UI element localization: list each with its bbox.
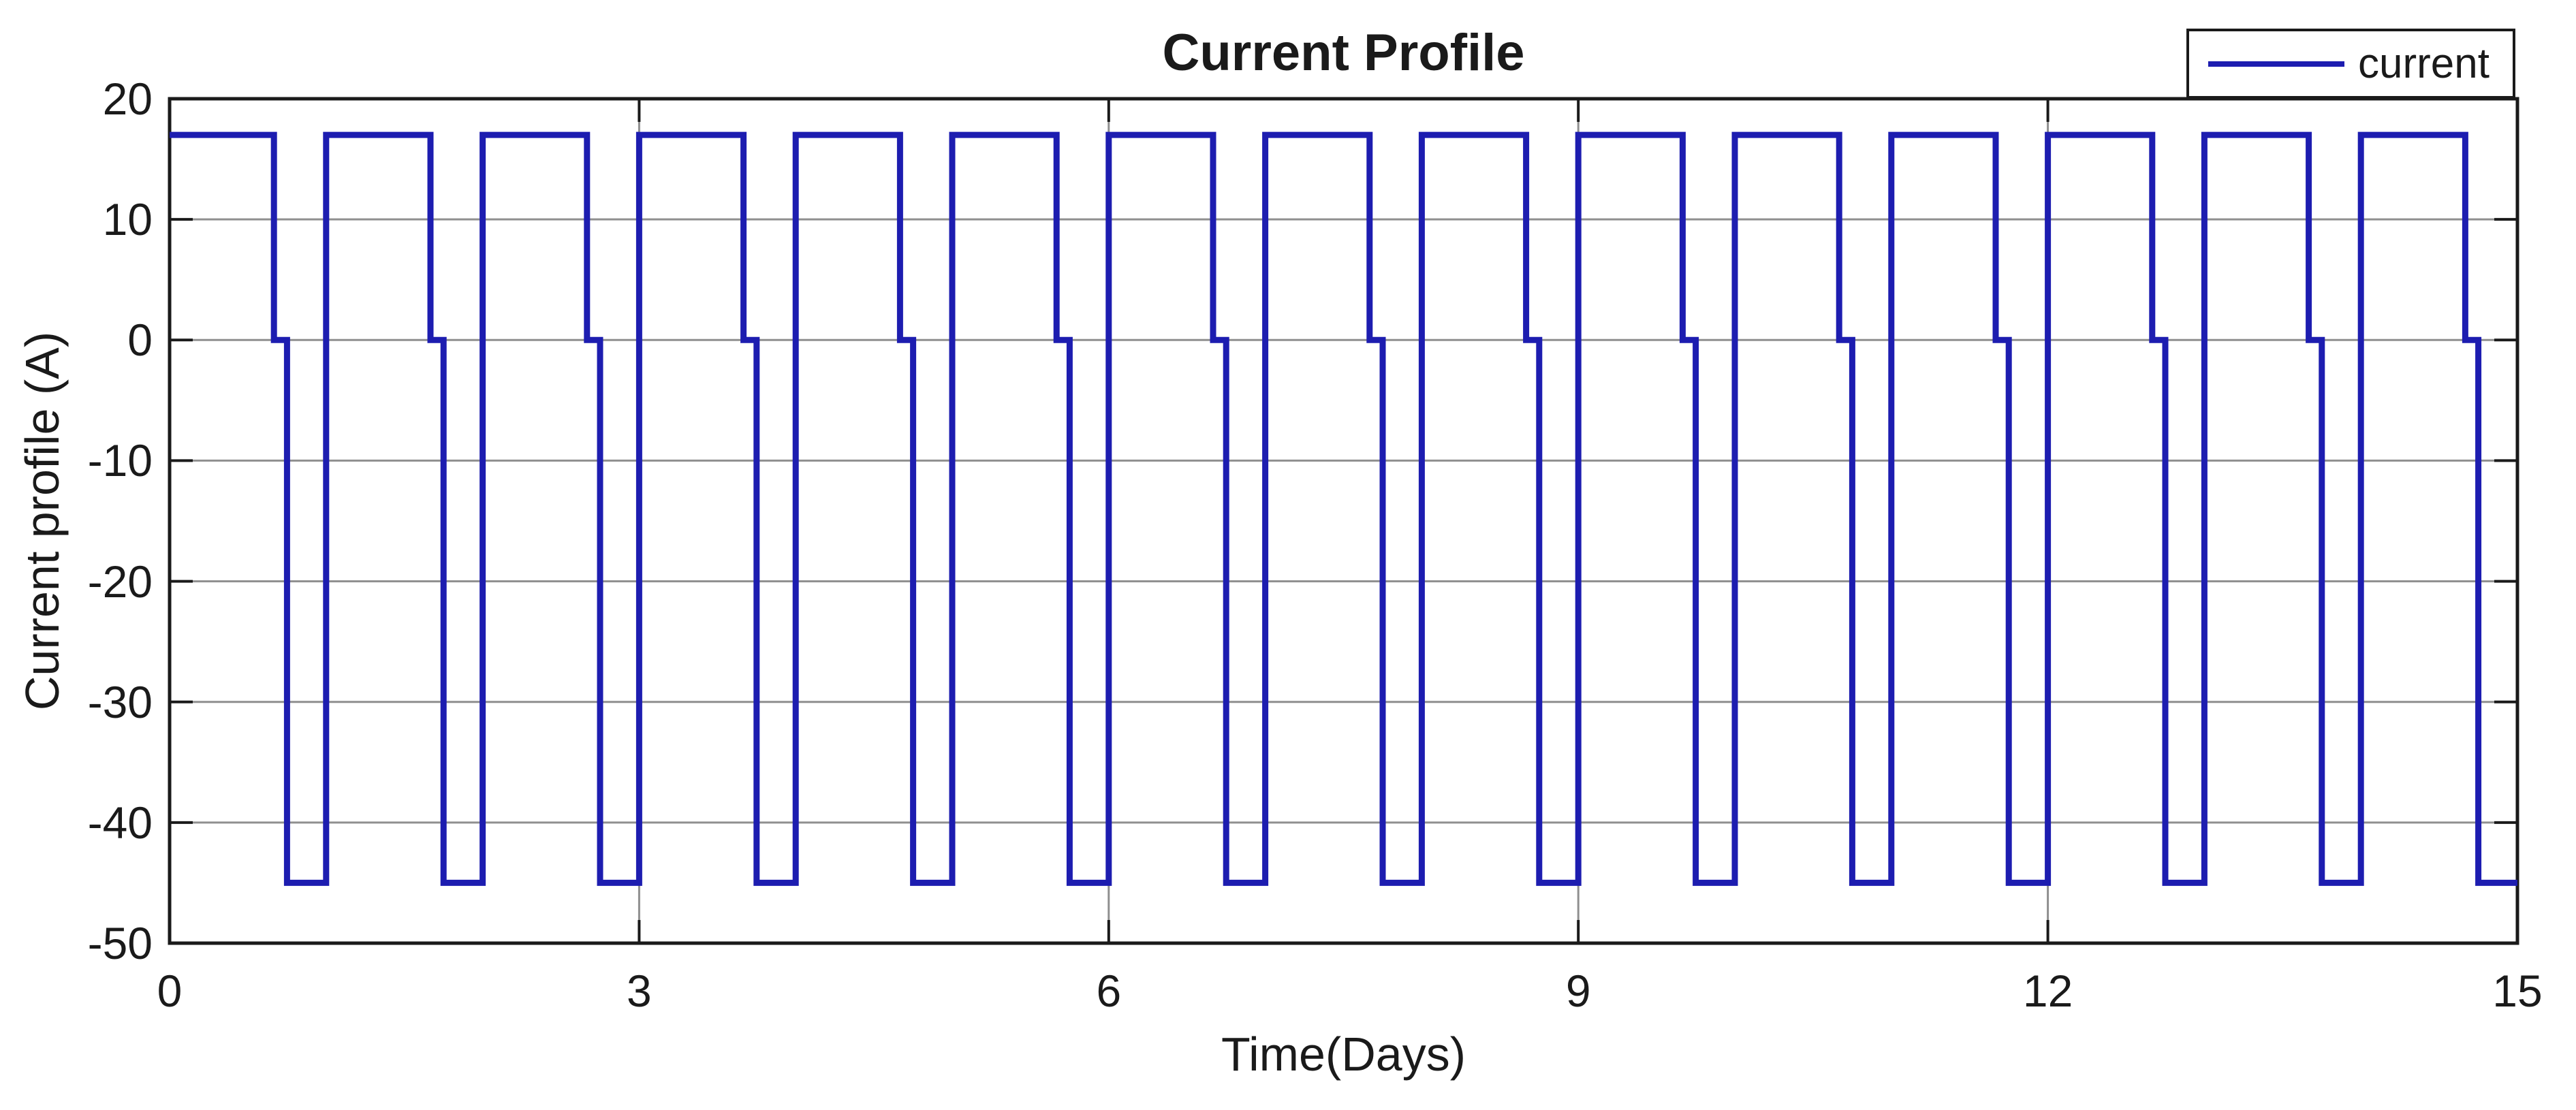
legend-entry-label: current	[2358, 39, 2489, 87]
y-axis-label: Current profile (A)	[16, 331, 69, 711]
y-tick-label: -30	[87, 676, 153, 727]
series-current-line	[170, 131, 2517, 886]
y-tick-label: -40	[87, 797, 153, 848]
y-tick-label: -10	[87, 435, 153, 486]
y-tick-label: 0	[127, 315, 153, 366]
x-tick-label: 9	[1565, 966, 1591, 1016]
legend-box: current	[2186, 29, 2515, 99]
axes-box	[168, 97, 2519, 945]
chart-title: Current Profile	[1162, 24, 1525, 82]
x-tick-label: 12	[2022, 966, 2073, 1016]
x-tick-label: 15	[2492, 966, 2543, 1016]
legend-line-sample	[2208, 61, 2344, 67]
x-tick-label: 0	[157, 966, 183, 1016]
x-tick-label: 6	[1096, 966, 1122, 1016]
x-tick-label: 3	[627, 966, 652, 1016]
y-tick-label: 10	[102, 194, 153, 245]
y-tick-label: -20	[87, 556, 153, 607]
y-tick-label: 20	[102, 74, 153, 124]
x-axis-label: Time(Days)	[1221, 1028, 1466, 1081]
y-tick-label: -50	[87, 918, 153, 968]
